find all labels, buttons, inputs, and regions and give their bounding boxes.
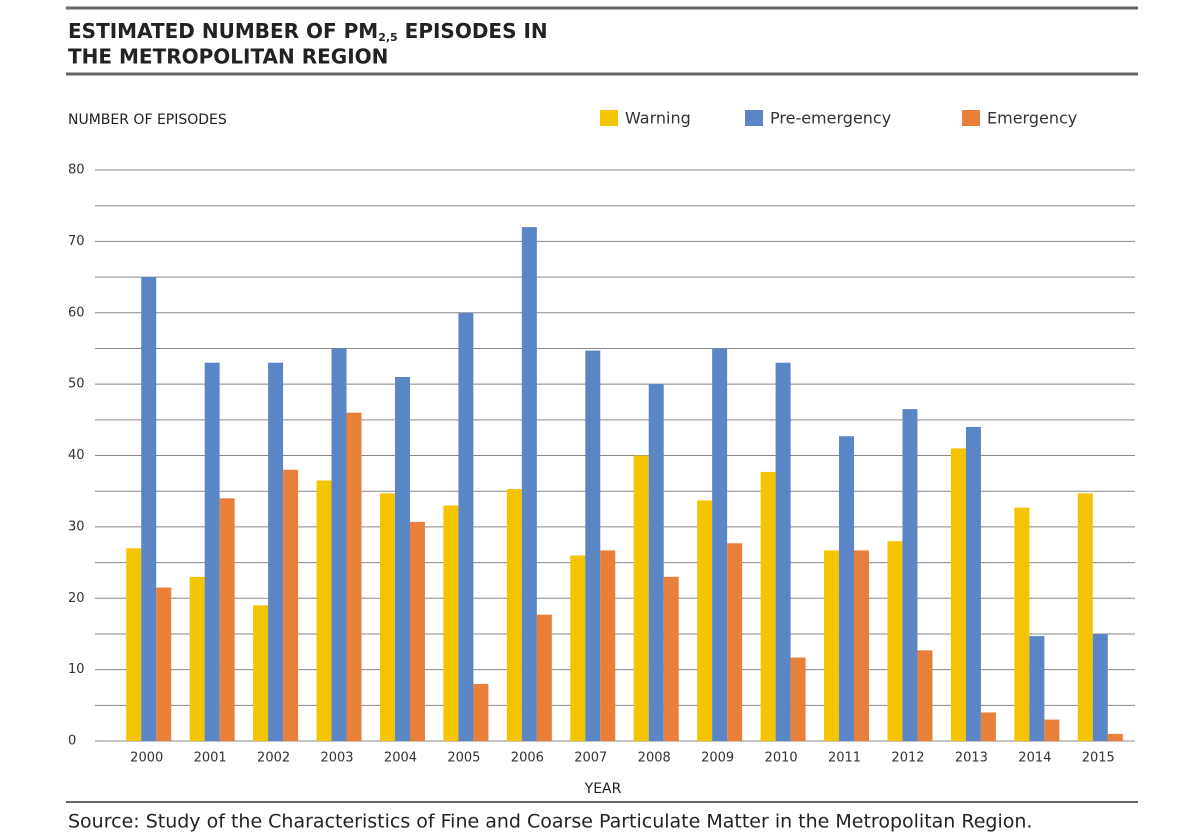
x-tick-label: 2000 [130,751,163,766]
x-tick-label: 2002 [257,751,290,766]
bar [965,426,981,741]
bar [1077,493,1093,741]
y-tick-label: 20 [68,591,85,606]
x-tick-label: 2015 [1082,751,1115,766]
x-tick-label: 2001 [194,751,227,766]
legend-label: Emergency [987,109,1077,128]
legend-label: Pre-emergency [770,109,891,128]
bar [1029,636,1045,741]
bar [394,376,410,741]
bar [727,543,743,741]
bar [1014,507,1030,741]
bar [1107,733,1123,741]
bar [760,471,776,741]
bar [600,550,616,741]
y-tick-label: 40 [68,448,85,463]
chart-title: ESTIMATED NUMBER OF PM2,5 EPISODES IN [68,19,548,45]
x-tick-label: 2014 [1018,751,1051,766]
bar [443,505,459,741]
bar [379,493,395,741]
bar [506,489,522,741]
bar [775,362,791,741]
x-tick-label: 2006 [511,751,544,766]
bar [917,650,933,741]
bar [790,657,806,741]
bar [570,555,586,741]
bar [1092,633,1108,741]
y-tick-label: 30 [68,519,85,534]
x-tick-label: 2009 [701,751,734,766]
x-tick-label: 2013 [955,751,988,766]
x-tick-label: 2011 [828,751,861,766]
y-tick-label: 50 [68,377,85,392]
bar [219,498,235,741]
bar [585,350,601,741]
y-tick-label: 60 [68,305,85,320]
bar [1044,719,1060,741]
bar [980,712,996,741]
bar [409,521,425,741]
y-tick-label: 70 [68,234,85,249]
x-axis-label: YEAR [584,781,622,797]
bar [663,576,679,741]
chart-title: THE METROPOLITAN REGION [68,45,388,69]
bar [126,548,142,741]
source: Source: Study of the Characteristics of … [68,811,1032,833]
bar [633,455,649,741]
y-tick-label: 0 [68,734,76,749]
bar [458,312,474,741]
bar [536,614,552,741]
x-tick-label: 2005 [447,751,480,766]
title-part: ESTIMATED NUMBER OF PM [68,19,378,43]
bar [902,409,918,741]
bar [887,541,903,741]
title-part: EPISODES IN [398,19,548,43]
x-tick-label: 2012 [891,751,924,766]
x-tick-label: 2003 [320,751,353,766]
x-tick-label: 2004 [384,751,417,766]
x-tick-label: 2007 [574,751,607,766]
bar [854,550,870,741]
bar [346,412,362,741]
bar [473,683,489,741]
bar [253,605,269,741]
bar [268,362,284,741]
y-tick-label: 10 [68,662,85,677]
legend-label: Warning [625,109,691,128]
bar [283,469,299,741]
bar [521,227,537,742]
bar [204,362,220,741]
title-subscript: 2,5 [378,31,398,44]
legend-swatch [962,110,980,126]
bar [697,500,713,741]
y-tick-label: 80 [68,163,85,178]
bar [824,550,840,741]
bar [316,480,332,741]
bar [950,448,966,741]
legend-swatch [600,110,618,126]
bar [712,348,728,741]
x-tick-label: 2008 [638,751,671,766]
legend-swatch [745,110,763,126]
bar [141,277,157,741]
x-tick-label: 2010 [765,751,798,766]
bar [839,436,855,741]
bar [189,576,205,741]
bar [331,348,347,741]
bar [156,587,172,741]
y-axis-label: NUMBER OF EPISODES [68,112,227,128]
bar [648,384,664,741]
